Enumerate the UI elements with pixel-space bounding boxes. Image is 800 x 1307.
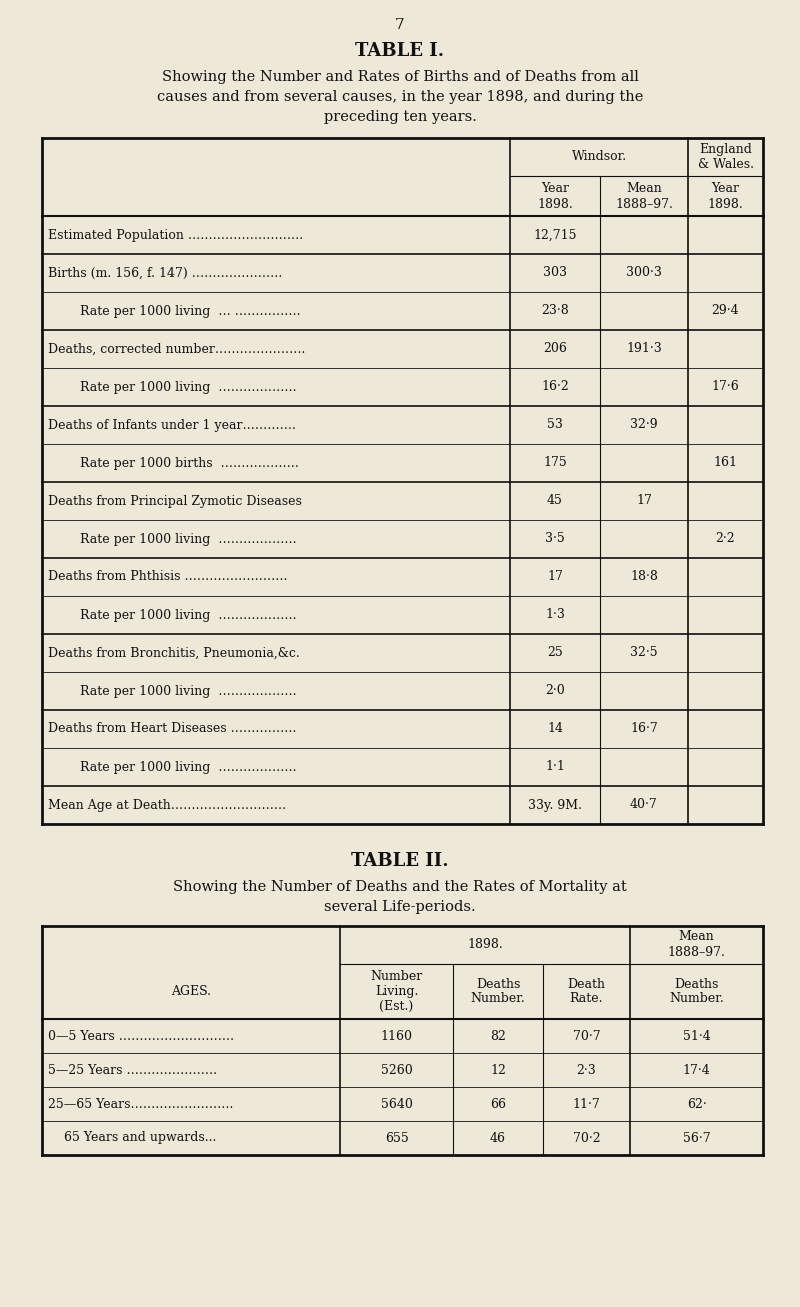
Text: preceding ten years.: preceding ten years. [323, 110, 477, 124]
Text: 175: 175 [543, 456, 567, 469]
Text: 18·8: 18·8 [630, 570, 658, 583]
Text: Showing the Number of Deaths and the Rates of Mortality at: Showing the Number of Deaths and the Rat… [173, 880, 627, 894]
Text: 17·4: 17·4 [682, 1064, 710, 1077]
Text: Mean
1888–97.: Mean 1888–97. [615, 182, 673, 210]
Text: 45: 45 [547, 494, 563, 507]
Text: Rate per 1000 living  ……………….: Rate per 1000 living ………………. [48, 532, 297, 545]
Text: 5—25 Years ………………….: 5—25 Years …………………. [48, 1064, 217, 1077]
Text: 66: 66 [490, 1098, 506, 1111]
Text: 5640: 5640 [381, 1098, 413, 1111]
Text: England
& Wales.: England & Wales. [698, 142, 754, 171]
Text: 70·7: 70·7 [573, 1030, 600, 1043]
Text: 2·3: 2·3 [577, 1064, 596, 1077]
Text: AGES.: AGES. [171, 985, 211, 999]
Text: Rate per 1000 living  … …………….: Rate per 1000 living … ……………. [48, 305, 301, 318]
Text: Deaths, corrected number………………….: Deaths, corrected number…………………. [48, 342, 306, 356]
Text: 5260: 5260 [381, 1064, 412, 1077]
Text: 46: 46 [490, 1132, 506, 1145]
Text: Deaths from Phthisis …………………….: Deaths from Phthisis ……………………. [48, 570, 287, 583]
Text: 25: 25 [547, 647, 563, 660]
Text: several Life-periods.: several Life-periods. [324, 901, 476, 914]
Text: Rate per 1000 living  ……………….: Rate per 1000 living ………………. [48, 609, 297, 622]
Text: Deaths from Bronchitis, Pneumonia,&c.: Deaths from Bronchitis, Pneumonia,&c. [48, 647, 300, 660]
Text: Deaths
Number.: Deaths Number. [669, 978, 724, 1005]
Text: 17·6: 17·6 [712, 380, 739, 393]
Text: TABLE II.: TABLE II. [351, 852, 449, 870]
Text: 12: 12 [490, 1064, 506, 1077]
Text: 3·5: 3·5 [545, 532, 565, 545]
Text: Deaths of Infants under 1 year………….: Deaths of Infants under 1 year…………. [48, 418, 296, 431]
Text: 191·3: 191·3 [626, 342, 662, 356]
Text: 56·7: 56·7 [682, 1132, 710, 1145]
Text: Windsor.: Windsor. [571, 150, 626, 163]
Text: Deaths
Number.: Deaths Number. [470, 978, 526, 1005]
Text: 16·7: 16·7 [630, 723, 658, 736]
Text: 53: 53 [547, 418, 563, 431]
Text: 0—5 Years ……………………….: 0—5 Years ………………………. [48, 1030, 234, 1043]
Text: Rate per 1000 living  ……………….: Rate per 1000 living ………………. [48, 761, 297, 774]
Text: 303: 303 [543, 267, 567, 280]
Text: 51·4: 51·4 [682, 1030, 710, 1043]
Text: 62·: 62· [686, 1098, 706, 1111]
Text: causes and from several causes, in the year 1898, and during the: causes and from several causes, in the y… [157, 90, 643, 105]
Text: 206: 206 [543, 342, 567, 356]
Text: Rate per 1000 living  ……………….: Rate per 1000 living ………………. [48, 685, 297, 698]
Text: 33y. 9M.: 33y. 9M. [528, 799, 582, 812]
Text: Deaths from Heart Diseases …………….: Deaths from Heart Diseases ……………. [48, 723, 296, 736]
Text: 14: 14 [547, 723, 563, 736]
Text: 23·8: 23·8 [541, 305, 569, 318]
Text: 1160: 1160 [381, 1030, 413, 1043]
Text: Mean Age at Death……………………….: Mean Age at Death………………………. [48, 799, 286, 812]
Text: 300·3: 300·3 [626, 267, 662, 280]
Text: 40·7: 40·7 [630, 799, 658, 812]
Text: 655: 655 [385, 1132, 408, 1145]
Text: 32·5: 32·5 [630, 647, 658, 660]
Text: Births (m. 156, f. 147) ………………….: Births (m. 156, f. 147) …………………. [48, 267, 282, 280]
Text: 7: 7 [395, 18, 405, 31]
Text: 70·2: 70·2 [573, 1132, 600, 1145]
Text: 17: 17 [547, 570, 563, 583]
Text: TABLE I.: TABLE I. [355, 42, 445, 60]
Text: Mean
1888–97.: Mean 1888–97. [667, 931, 726, 959]
Text: 82: 82 [490, 1030, 506, 1043]
Text: Year
1898.: Year 1898. [708, 182, 743, 210]
Text: Rate per 1000 living  ……………….: Rate per 1000 living ………………. [48, 380, 297, 393]
Text: Estimated Population ……………………….: Estimated Population ………………………. [48, 229, 303, 242]
Text: 1·3: 1·3 [545, 609, 565, 622]
Text: Death
Rate.: Death Rate. [567, 978, 606, 1005]
Text: Rate per 1000 births  ……………….: Rate per 1000 births ………………. [48, 456, 298, 469]
Text: Number
Living.
(Est.): Number Living. (Est.) [370, 970, 422, 1013]
Text: 17: 17 [636, 494, 652, 507]
Text: 12,715: 12,715 [534, 229, 577, 242]
Text: 16·2: 16·2 [541, 380, 569, 393]
Text: 161: 161 [714, 456, 738, 469]
Text: 65 Years and upwards...: 65 Years and upwards... [48, 1132, 216, 1145]
Text: Showing the Number and Rates of Births and of Deaths from all: Showing the Number and Rates of Births a… [162, 71, 638, 84]
Text: 2·2: 2·2 [716, 532, 735, 545]
Text: 2·0: 2·0 [545, 685, 565, 698]
Text: 25—65 Years…………………….: 25—65 Years……………………. [48, 1098, 234, 1111]
Text: Year
1898.: Year 1898. [537, 182, 573, 210]
Text: 29·4: 29·4 [712, 305, 739, 318]
Text: Deaths from Principal Zymotic Diseases: Deaths from Principal Zymotic Diseases [48, 494, 302, 507]
Text: 11·7: 11·7 [573, 1098, 600, 1111]
Text: 1·1: 1·1 [545, 761, 565, 774]
Text: 1898.: 1898. [467, 938, 503, 951]
Text: 32·9: 32·9 [630, 418, 658, 431]
